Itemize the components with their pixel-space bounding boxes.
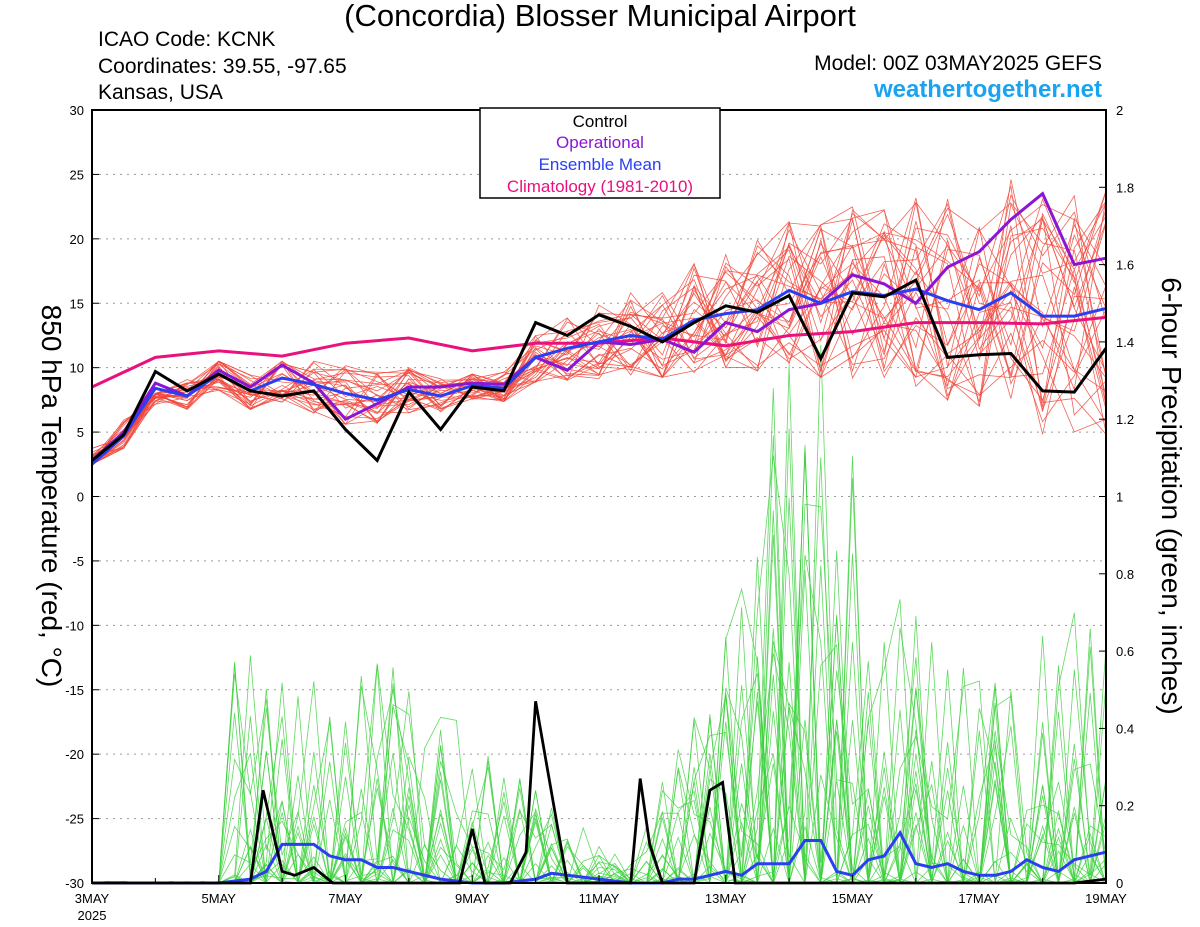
chart-title: (Concordia) Blosser Municipal Airport [344,0,856,33]
member-precipitation-line [92,447,1106,884]
left-axis-ticks: -30 -25 -20 -15 -10 -5 0 5 10 15 20 25 30 [65,103,99,891]
legend-climatology: Climatology (1981-2010) [507,177,693,196]
right-tick-label: 1.6 [1116,258,1134,273]
member-precipitation-line [91,587,1106,884]
member-precipitation-line [91,457,1107,884]
x-tick-label: 7MAY [328,891,363,906]
right-tick-label: 0.4 [1116,721,1134,736]
right-tick-label: 1.2 [1116,412,1134,427]
right-tick-label: 1.8 [1116,180,1134,195]
member-temperature-line [91,190,1107,465]
left-tick-label: -10 [65,618,84,633]
right-tick-label: 1 [1116,490,1123,505]
member-precipitation-line [91,553,1107,884]
legend-control: Control [573,112,628,131]
x-tick-label: 17MAY [958,891,1000,906]
member-temperature-line [91,198,1107,465]
right-tick-label: 0.2 [1116,799,1134,814]
station-icao-code: ICAO Code: KCNK [98,28,276,51]
ensemble-mean-precipitation-line [92,829,1107,885]
member-temperature-line [91,206,1107,465]
member-precipitation-line [91,477,1107,885]
x-axis-year-label: 2025 [78,908,107,923]
left-tick-label: -20 [65,747,84,762]
left-tick-label: -25 [65,812,84,827]
member-precipitation-line [91,569,1107,884]
right-tick-label: 0 [1116,876,1123,891]
right-tick-label: 1.4 [1116,335,1134,350]
x-tick-label: 13MAY [705,891,747,906]
right-axis-ticks: 0 0.2 0.4 0.6 0.8 1 1.2 1.4 1.6 1.8 2 [1099,103,1134,891]
member-temperature-line [91,179,1107,465]
right-tick-label: 0.6 [1116,644,1134,659]
x-tick-label: 19MAY [1085,891,1127,906]
member-temperature-line [91,185,1107,463]
left-tick-label: 15 [70,296,84,311]
left-tick-label: -15 [65,683,84,698]
site-url-link[interactable]: weathertogether.net [873,76,1102,103]
member-temperature-line [91,244,1107,455]
station-location: Kansas, USA [98,81,223,104]
left-tick-label: -30 [65,876,84,891]
station-coordinates: Coordinates: 39.55, -97.65 [98,55,347,78]
left-tick-label: 30 [70,103,84,118]
x-tick-label: 9MAY [455,891,490,906]
ensemble-mean-temperature-line [90,287,1107,466]
legend: Control Operational Ensemble Mean Climat… [479,107,721,199]
left-axis-title: 850 hPa Temperature (red, °C) [36,305,67,688]
right-tick-label: 0.8 [1116,567,1134,582]
left-tick-label: 5 [77,425,84,440]
x-axis-ticks: 3MAY 5MAY 7MAY 9MAY 11MAY 13MAY 15MAY 17MAY 19MA… [75,875,1127,906]
member-precipitation-line [91,534,1106,884]
left-tick-label: 20 [70,232,84,247]
member-precipitation-line [91,565,1107,885]
right-axis-title: 6-hour Precipitation (green, inches) [1156,277,1187,714]
control-temperature-line [91,278,1108,463]
member-temperature-line [91,245,1107,465]
left-tick-label: 25 [70,167,84,182]
grid-lines [92,173,1106,820]
x-tick-label: 11MAY [579,891,620,906]
legend-ensemble-mean: Ensemble Mean [539,155,662,174]
x-tick-label: 5MAY [202,891,237,906]
legend-operational: Operational [556,133,644,152]
member-precipitation-line [91,364,1106,884]
left-tick-label: 0 [77,490,84,505]
member-precipitation-lines [91,344,1107,885]
member-precipitation-line [91,550,1107,885]
member-precipitation-line [91,435,1106,885]
model-run-label: Model: 00Z 03MAY2025 GEFS [814,52,1102,75]
left-tick-label: 10 [70,361,84,376]
member-temperature-line [91,204,1107,465]
x-tick-label: 15MAY [832,891,874,906]
legend-box [479,107,721,199]
x-tick-label: 3MAY [75,891,110,906]
left-tick-label: -5 [72,554,84,569]
right-tick-label: 2 [1116,103,1123,118]
member-temperature-line [91,227,1107,465]
member-temperature-line [91,199,1107,465]
